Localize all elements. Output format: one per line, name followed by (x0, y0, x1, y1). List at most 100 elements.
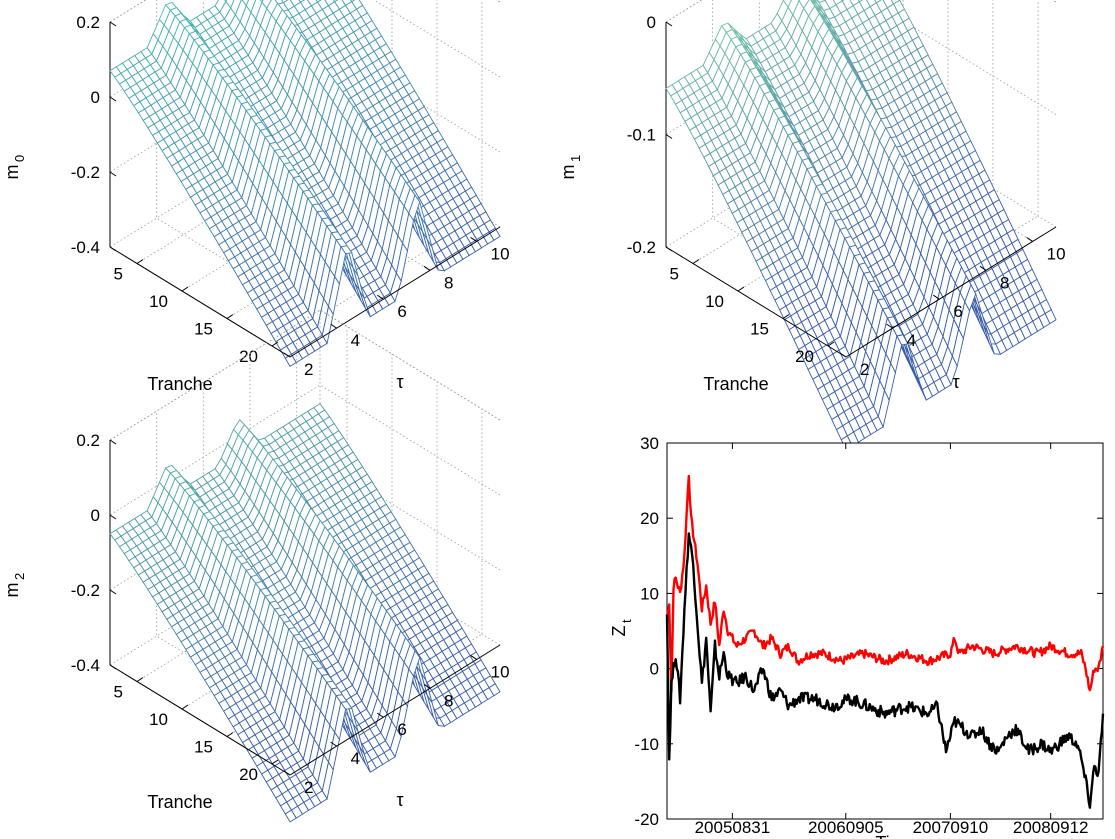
tau-tick (839, 352, 847, 358)
z-tick (109, 514, 117, 520)
y-tick-label: 0 (650, 660, 659, 679)
tranche-tick-label: 5 (114, 683, 123, 702)
floor-gridline (692, 133, 904, 264)
z-axis-label-main: m (558, 165, 578, 180)
surface-cell (284, 353, 297, 368)
z-tick (109, 171, 117, 177)
tau-tick-label: 10 (1047, 244, 1066, 263)
tau-axis-line (845, 226, 1057, 358)
floor-gridline (296, 324, 477, 660)
y-tick-label: 10 (640, 584, 659, 603)
tranche-tick (737, 286, 745, 292)
tau-axis-label: τ (396, 372, 403, 392)
x-tick-label: 20060905 (808, 818, 884, 837)
tranche-tick-label: 5 (670, 265, 679, 284)
surface-mesh (665, 0, 1057, 451)
tau-tick-label: 10 (491, 662, 510, 681)
tranche-axis-label: Tranche (147, 792, 212, 812)
tranche-tick-label: 10 (149, 292, 168, 311)
z-axis-label-main: m (2, 583, 22, 598)
y-axis-label-main: Z (609, 626, 629, 637)
y-tick-label: -10 (634, 735, 659, 754)
tranche-axis-line (665, 246, 847, 358)
tau-tick (886, 323, 893, 329)
tranche-tick-label: 20 (239, 765, 258, 784)
tau-tick (330, 741, 337, 747)
tau-tick (1026, 237, 1033, 242)
tau-tick-label: 8 (1000, 273, 1009, 292)
tranche-tick (271, 341, 279, 347)
z-tick-label: -0.2 (71, 163, 100, 182)
tau-tick (933, 294, 940, 300)
y-tick-label: -20 (634, 810, 659, 829)
tranche-tick-label: 15 (194, 320, 213, 339)
tranche-tick (181, 286, 189, 292)
tranche-tick (692, 259, 700, 264)
tranche-tick-label: 10 (705, 292, 724, 311)
tau-axis-label: τ (396, 790, 403, 810)
tau-tick (423, 265, 431, 271)
tau-tick-label: 8 (444, 273, 453, 292)
z-tick (109, 21, 117, 27)
tranche-tick (136, 677, 144, 682)
tau-tick (470, 655, 477, 660)
floor-gridline (181, 160, 393, 292)
z-tick (665, 246, 673, 252)
z-tick (665, 134, 673, 139)
tranche-tick-label: 5 (114, 265, 123, 284)
z-tick (665, 21, 673, 27)
tranche-tick (782, 314, 790, 319)
tau-tick (423, 683, 431, 689)
tau-tick-label: 8 (444, 691, 453, 710)
tau-tick-label: 6 (953, 302, 962, 321)
surface-cell (284, 809, 297, 823)
x-axis-label: Time (875, 833, 914, 839)
z-tick-label: -0.1 (627, 126, 656, 145)
z-tick (109, 246, 117, 252)
tau-tick-label: 4 (351, 331, 360, 350)
tau-tick-label: 2 (304, 778, 313, 797)
series-line-red (665, 474, 1105, 693)
tranche-axis-line (109, 664, 291, 776)
x-tick-label: 20080912 (1013, 818, 1089, 837)
z-axis-label-sub: 1 (568, 155, 583, 162)
tau-tick (377, 712, 384, 718)
tau-tick-label: 6 (397, 720, 406, 739)
z-tick (109, 589, 117, 595)
z-tick-label: 0.2 (76, 13, 100, 32)
tau-tick-label: 2 (860, 360, 869, 379)
tranche-tick (226, 314, 234, 319)
z-tick-label: -0.2 (627, 238, 656, 257)
x-tick-label: 20050831 (695, 818, 771, 837)
tau-tick (377, 294, 384, 300)
floor-gridline (202, 382, 384, 718)
z-tick-label: -0.4 (71, 656, 100, 675)
z-tick (109, 439, 117, 445)
z-axis-label: m2 (2, 573, 27, 598)
z-axis-label-main: m (2, 165, 22, 180)
tau-tick (283, 352, 291, 358)
tranche-tick-label: 15 (750, 320, 769, 339)
tau-tick (283, 770, 291, 776)
tau-tick (979, 265, 987, 271)
tranche-axis-label: Tranche (703, 374, 768, 394)
tranche-tick (136, 259, 144, 264)
surface-mesh (109, 0, 501, 368)
z-axis-label: m0 (2, 155, 27, 180)
tau-tick (470, 237, 477, 242)
z-tick-label: -0.4 (71, 238, 100, 257)
line-plot-zt: 30 20 10 0 -10 -20 20050831 20060905 20070910 200… (609, 434, 1105, 839)
x-tick-label: 20070910 (913, 818, 989, 837)
tranche-axis-line (109, 246, 291, 358)
tau-axis-label: τ (952, 372, 959, 392)
z-axis-label-sub: 0 (12, 155, 27, 162)
tau-tick-label: 6 (397, 302, 406, 321)
z-tick-label: 0 (91, 88, 100, 107)
tau-axis-line (289, 226, 501, 358)
floor-gridline (249, 353, 431, 689)
tau-axis-line (289, 644, 501, 776)
